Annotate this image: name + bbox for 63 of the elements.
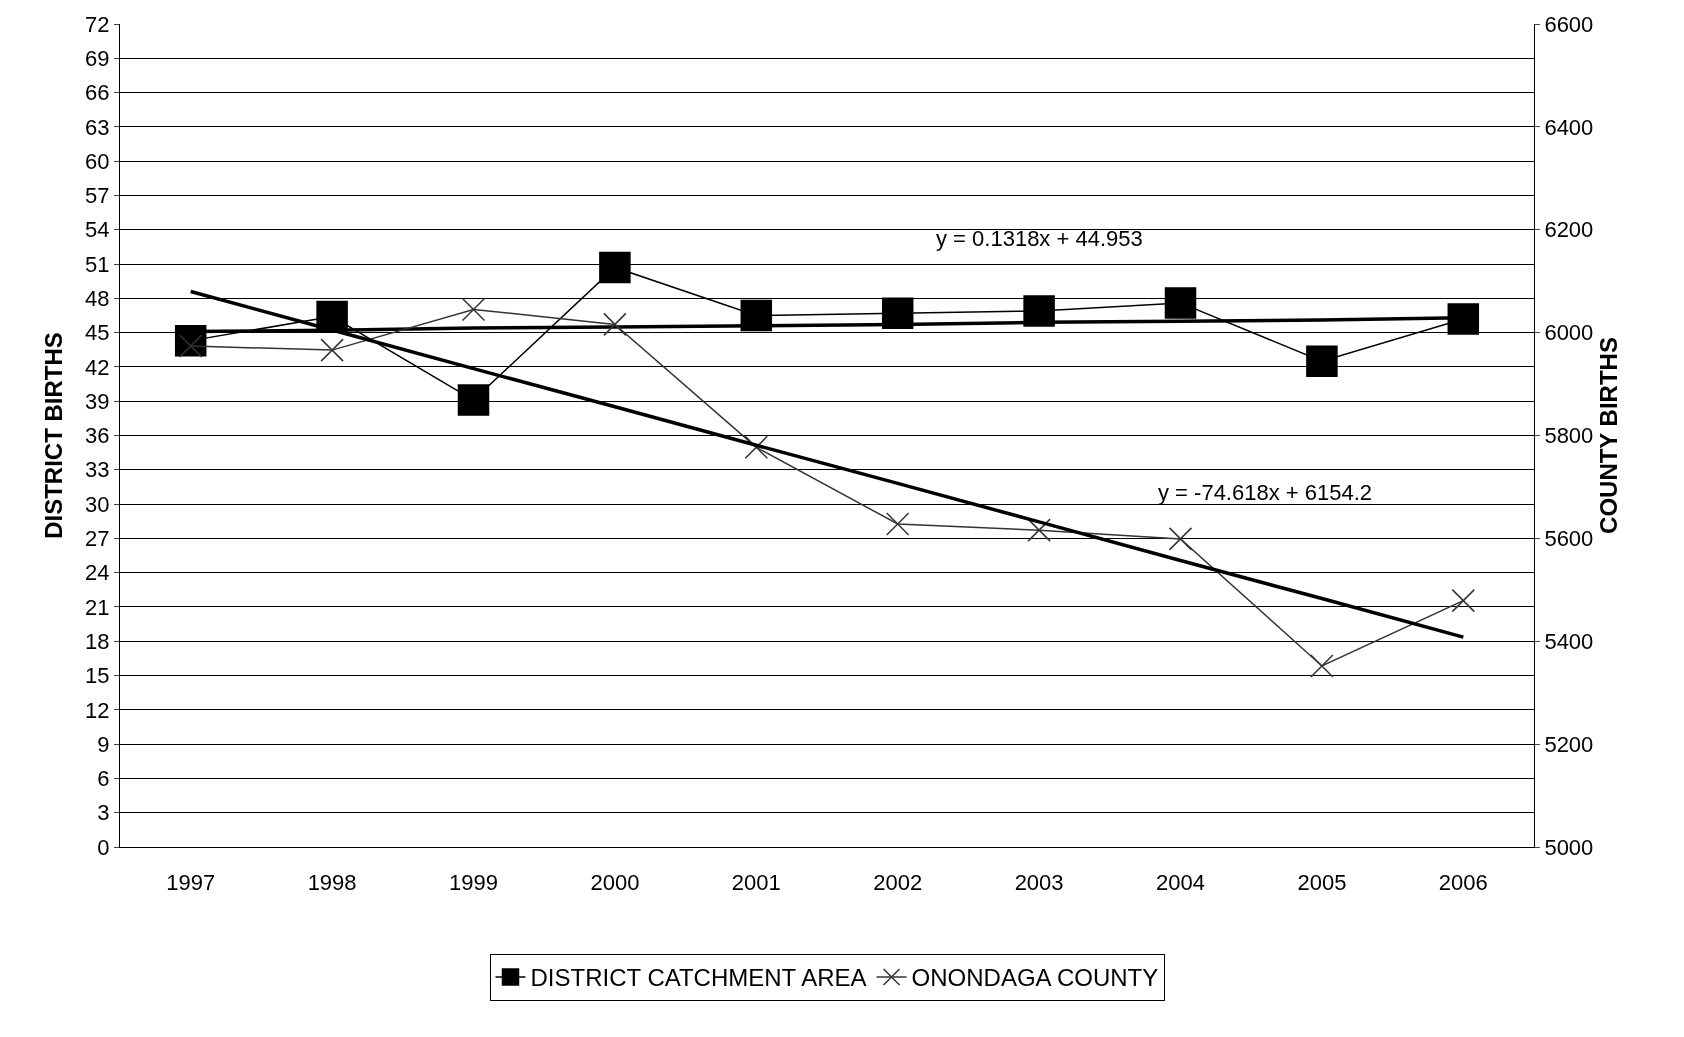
x-tick-label: 2004	[1156, 870, 1205, 896]
y2-tick-label: 6200	[1544, 217, 1594, 243]
point	[1027, 518, 1051, 542]
y2-tick-label: 5800	[1544, 423, 1594, 449]
y-tick-label: 21	[85, 594, 110, 620]
point	[461, 297, 486, 322]
y-tick-label: 63	[85, 114, 110, 140]
y-tick-label: 42	[85, 354, 110, 380]
y-tick-label: 45	[85, 320, 110, 346]
y-tick-label: 18	[85, 628, 110, 654]
x-tick-label: 1997	[166, 870, 216, 896]
y-tick-label: 15	[85, 663, 110, 689]
x-tick-label: 2002	[873, 870, 923, 896]
annotation: y = 0.1318x + 44.953	[936, 226, 1143, 251]
y2-tick-label: 5200	[1544, 731, 1594, 757]
point	[457, 384, 490, 416]
x-tick-label: 2006	[1438, 870, 1488, 896]
y2-tick-label: 5000	[1544, 834, 1594, 860]
y-tick-label: 39	[85, 388, 110, 414]
point	[1168, 527, 1193, 551]
y-tick-label: 6	[97, 766, 110, 792]
x-tick-label: 2003	[1014, 870, 1064, 896]
y-tick-label: 33	[85, 457, 110, 483]
point	[885, 512, 910, 536]
y-tick-label: 48	[85, 286, 110, 312]
y2-tick-label: 6600	[1544, 11, 1594, 37]
y-tick-label: 54	[85, 217, 110, 243]
x-tick-label: 1998	[307, 870, 357, 896]
point	[320, 338, 344, 362]
y-tick-label: 57	[85, 183, 110, 209]
y-tick-label: 51	[85, 251, 110, 277]
y-tick-label: 36	[85, 423, 110, 449]
y-tick-label: 69	[85, 45, 110, 71]
y-tick-label: 0	[97, 834, 110, 860]
y-tick-label: 9	[97, 731, 110, 757]
y2-axis-title: COUNTY BIRTHS	[1595, 337, 1623, 534]
legend-label: ONONDAGA COUNTY	[911, 964, 1159, 992]
y-tick-label: 27	[85, 526, 110, 552]
y-tick-label: 72	[85, 11, 110, 37]
point	[1023, 295, 1055, 327]
point	[1447, 303, 1480, 335]
point	[1164, 287, 1197, 319]
y-tick-label: 30	[85, 491, 110, 517]
point	[881, 297, 914, 329]
y-tick-label: 12	[85, 697, 110, 723]
y2-tick-label: 6400	[1544, 114, 1594, 140]
y-tick-label: 3	[97, 800, 110, 826]
y2-tick-label: 5600	[1544, 526, 1594, 552]
x-tick-label: 2000	[590, 870, 640, 896]
y2-tick-label: 5400	[1544, 628, 1594, 654]
x-tick-label: 1999	[449, 870, 498, 896]
point	[1451, 588, 1476, 613]
point	[1306, 345, 1338, 377]
y-tick-label: 24	[85, 560, 110, 586]
y2-tick-label: 6000	[1544, 320, 1594, 346]
y-axis-title: DISTRICT BIRTHS	[40, 332, 67, 539]
y-tick-label: 60	[85, 148, 110, 174]
x-tick-label: 2001	[731, 870, 781, 896]
point	[1310, 654, 1334, 678]
y-tick-label: 66	[85, 80, 110, 106]
point	[599, 251, 631, 284]
legend-label: DISTRICT CATCHMENT AREA	[530, 964, 867, 992]
x-tick-label: 2005	[1297, 870, 1347, 896]
